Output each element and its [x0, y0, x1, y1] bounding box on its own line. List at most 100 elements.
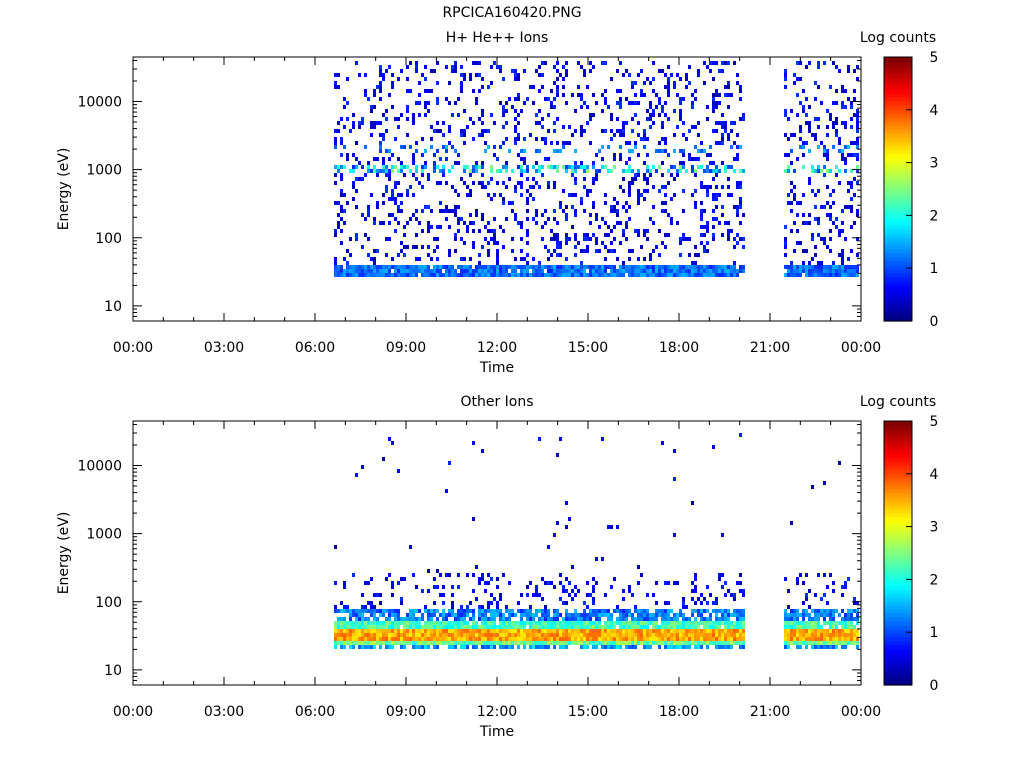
- spectrogram-cell: [685, 77, 688, 81]
- spectrogram-cell: [637, 641, 640, 645]
- spectrogram-cell: [637, 621, 640, 625]
- colorbar-step: [884, 193, 912, 198]
- spectrogram-cell: [511, 633, 514, 637]
- spectrogram-cell: [334, 621, 337, 625]
- spectrogram-cell: [637, 197, 640, 201]
- spectrogram-cell: [613, 625, 616, 629]
- spectrogram-cell: [346, 157, 349, 161]
- spectrogram-cell: [379, 269, 382, 273]
- spectrogram-cell: [463, 109, 466, 113]
- spectrogram-cell: [364, 633, 367, 637]
- spectrogram-cell: [667, 93, 670, 97]
- spectrogram-cell: [643, 233, 646, 237]
- colorbar-step: [884, 421, 912, 426]
- colorbar-step: [884, 61, 912, 66]
- spectrogram-cell: [460, 257, 463, 261]
- spectrogram-cell: [436, 585, 439, 589]
- spectrogram-cell: [838, 253, 841, 257]
- spectrogram-cell: [436, 609, 439, 613]
- spectrogram-cell: [373, 265, 376, 269]
- spectrogram-cell: [649, 621, 652, 625]
- spectrogram-cell: [496, 249, 499, 253]
- spectrogram-cell: [478, 617, 481, 621]
- spectrogram-cell: [397, 125, 400, 129]
- spectrogram-cell: [703, 269, 706, 273]
- spectrogram-cell: [580, 645, 583, 649]
- spectrogram-cell: [796, 113, 799, 117]
- spectrogram-cell: [418, 645, 421, 649]
- spectrogram-cell: [646, 617, 649, 621]
- spectrogram-cell: [805, 597, 808, 601]
- spectrogram-cell: [664, 193, 667, 197]
- spectrogram-cell: [559, 205, 562, 209]
- spectrogram-cell: [538, 637, 541, 641]
- spectrogram-cell: [691, 641, 694, 645]
- spectrogram-cell: [418, 101, 421, 105]
- spectrogram-cell: [481, 609, 484, 613]
- spectrogram-cell: [703, 149, 706, 153]
- spectrogram-cell: [592, 645, 595, 649]
- colorbar-step: [884, 629, 912, 634]
- colorbar-step: [884, 117, 912, 122]
- spectrogram-cell: [547, 257, 550, 261]
- spectrogram-cell: [352, 613, 355, 617]
- spectrogram-cell: [673, 617, 676, 621]
- spectrogram-cell: [814, 169, 817, 173]
- spectrogram-cell: [397, 169, 400, 173]
- spectrogram-cell: [832, 125, 835, 129]
- spectrogram-cell: [631, 645, 634, 649]
- spectrogram-cell: [646, 153, 649, 157]
- spectrogram-cell: [544, 645, 547, 649]
- spectrogram-cell: [583, 177, 586, 181]
- colorbar-step: [884, 445, 912, 450]
- spectrogram-cell: [616, 621, 619, 625]
- spectrogram-cell: [715, 637, 718, 641]
- spectrogram-cell: [487, 625, 490, 629]
- spectrogram-cell: [565, 213, 568, 217]
- x-tick-label: 21:00: [750, 340, 790, 356]
- spectrogram-cell: [541, 269, 544, 273]
- spectrogram-cell: [667, 89, 670, 93]
- colorbar-step: [884, 105, 912, 110]
- spectrogram-cell: [436, 569, 439, 573]
- spectrogram-cell: [802, 153, 805, 157]
- spectrogram-cell: [433, 265, 436, 269]
- spectrogram-cell: [832, 629, 835, 633]
- colorbar-step: [884, 613, 912, 618]
- spectrogram-cell: [337, 225, 340, 229]
- spectrogram-cell: [337, 633, 340, 637]
- spectrogram-cell: [376, 641, 379, 645]
- spectrogram-cell: [391, 265, 394, 269]
- spectrogram-cell: [703, 225, 706, 229]
- spectrogram-cell: [643, 621, 646, 625]
- spectrogram-cell: [646, 77, 649, 81]
- spectrogram-cell: [688, 641, 691, 645]
- spectrogram-cell: [526, 273, 529, 277]
- spectrogram-cell: [712, 129, 715, 133]
- spectrogram-cell: [559, 613, 562, 617]
- spectrogram-cell: [721, 621, 724, 625]
- spectrogram-cell: [397, 193, 400, 197]
- spectrogram-cell: [742, 213, 745, 217]
- spectrogram-cell: [649, 637, 652, 641]
- spectrogram-cell: [613, 165, 616, 169]
- spectrogram-cell: [496, 601, 499, 605]
- spectrogram-cell: [367, 209, 370, 213]
- y-tick-label: 100: [95, 595, 122, 611]
- spectrogram-cell: [727, 85, 730, 89]
- spectrogram-cell: [850, 169, 853, 173]
- plot-frame: [132, 56, 862, 322]
- colorbar-label: Log counts: [860, 394, 936, 410]
- spectrogram-cell: [343, 105, 346, 109]
- spectrogram-cell: [565, 237, 568, 241]
- spectrogram-cell: [682, 121, 685, 125]
- spectrogram-cell: [715, 129, 718, 133]
- spectrogram-cell: [679, 241, 682, 245]
- spectrogram-cell: [604, 257, 607, 261]
- spectrogram-cell: [535, 637, 538, 641]
- spectrogram-cell: [364, 621, 367, 625]
- spectrogram-cell: [841, 621, 844, 625]
- colorbar-tick-label: 3: [930, 156, 939, 172]
- spectrogram-cell: [388, 625, 391, 629]
- colorbar-step: [884, 101, 912, 106]
